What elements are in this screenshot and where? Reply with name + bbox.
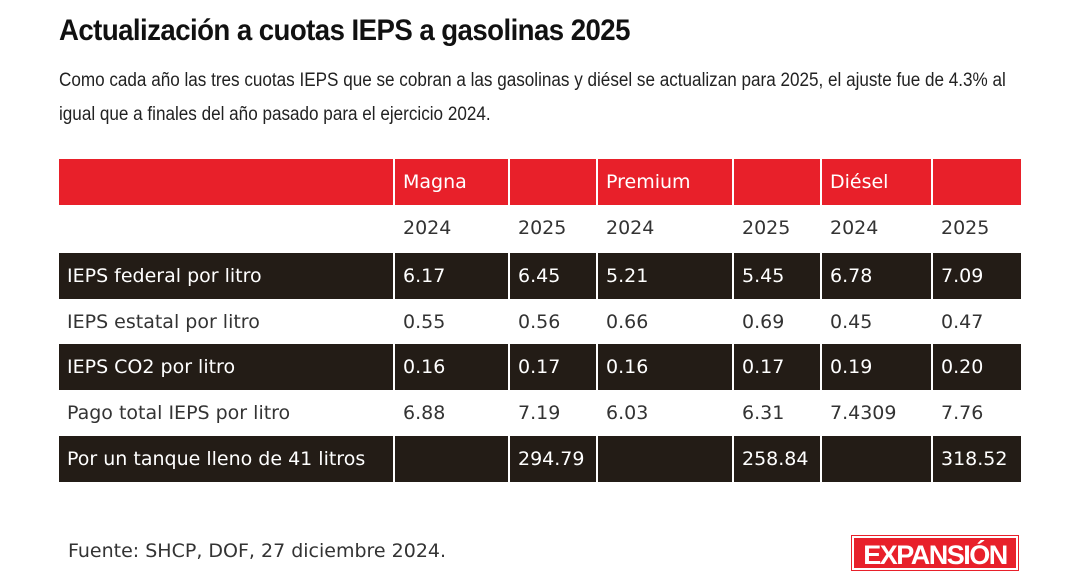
row-label: IEPS estatal por litro xyxy=(67,310,260,333)
table-cell: 6.03 xyxy=(606,402,649,424)
table-cell: 6.31 xyxy=(742,402,785,424)
year-cell: 2024 xyxy=(830,217,879,239)
table-cell: 5.21 xyxy=(598,251,732,299)
table-cell: 0.17 xyxy=(510,344,596,390)
header-cell xyxy=(510,159,596,205)
table-row: IEPS estatal por litro 0.55 0.56 0.66 0.… xyxy=(59,299,1021,344)
header-cell-diesel: Diésel xyxy=(822,159,931,205)
header-cell-premium: Premium xyxy=(598,159,732,205)
table-cell: 7.76 xyxy=(941,402,984,424)
row-label: IEPS CO2 por litro xyxy=(59,344,393,390)
table-years-row: 2024 2025 2024 2025 2024 2025 xyxy=(59,205,1021,251)
table-cell: 0.19 xyxy=(822,344,931,390)
table-cell: 0.66 xyxy=(606,310,649,333)
year-cell: 2025 xyxy=(742,217,791,239)
header-cell xyxy=(734,159,820,205)
year-cell: 2024 xyxy=(606,217,655,239)
year-cell: 2025 xyxy=(941,217,990,239)
chart-subtitle: Como cada año las tres cuotas IEPS que s… xyxy=(59,70,1006,125)
table-cell: 0.45 xyxy=(830,310,873,333)
table-cell: 6.78 xyxy=(822,251,931,299)
table-cell: 0.47 xyxy=(941,310,984,333)
year-cell: 2025 xyxy=(518,217,567,239)
table-cell: 0.55 xyxy=(403,310,446,333)
ieps-table: Magna Premium Diésel 2024 2025 2024 2025… xyxy=(57,159,1023,482)
table-cell: 0.17 xyxy=(734,344,820,390)
table-cell: 7.4309 xyxy=(830,402,897,424)
row-label: IEPS federal por litro xyxy=(59,251,393,299)
table-cell: 6.88 xyxy=(403,402,446,424)
header-cell xyxy=(933,159,1021,205)
chart-title: Actualización a cuotas IEPS a gasolinas … xyxy=(59,14,630,47)
table-cell: 0.69 xyxy=(742,310,785,333)
table-row: Pago total IEPS por litro 6.88 7.19 6.03… xyxy=(59,390,1021,436)
table-cell: 294.79 xyxy=(510,436,596,482)
table-cell: 0.20 xyxy=(933,344,1021,390)
expansion-logo: EXPANSIÓN xyxy=(851,535,1019,571)
table-row: Por un tanque lleno de 41 litros 294.79 … xyxy=(59,436,1021,482)
table-cell: 258.84 xyxy=(734,436,820,482)
table-cell: 6.45 xyxy=(510,251,596,299)
table-cell: 6.17 xyxy=(395,251,508,299)
year-cell xyxy=(59,205,393,251)
row-label: Por un tanque lleno de 41 litros xyxy=(59,436,393,482)
table-cell xyxy=(598,436,732,482)
table-cell: 0.56 xyxy=(518,310,561,333)
header-cell-magna: Magna xyxy=(395,159,508,205)
year-cell: 2024 xyxy=(403,217,452,239)
table-cell: 0.16 xyxy=(395,344,508,390)
table-cell: 318.52 xyxy=(933,436,1021,482)
table-row: IEPS CO2 por litro 0.16 0.17 0.16 0.17 0… xyxy=(59,344,1021,390)
header-cell xyxy=(59,159,393,205)
table-cell xyxy=(822,436,931,482)
table-cell: 7.19 xyxy=(518,402,561,424)
table-row: IEPS federal por litro 6.17 6.45 5.21 5.… xyxy=(59,251,1021,299)
row-label: Pago total IEPS por litro xyxy=(67,402,291,424)
table-cell: 0.16 xyxy=(598,344,732,390)
table-cell: 7.09 xyxy=(933,251,1021,299)
source-note: Fuente: SHCP, DOF, 27 diciembre 2024. xyxy=(68,540,447,562)
table-cell: 5.45 xyxy=(734,251,820,299)
table-cell xyxy=(395,436,508,482)
table-header-row: Magna Premium Diésel xyxy=(59,159,1021,205)
